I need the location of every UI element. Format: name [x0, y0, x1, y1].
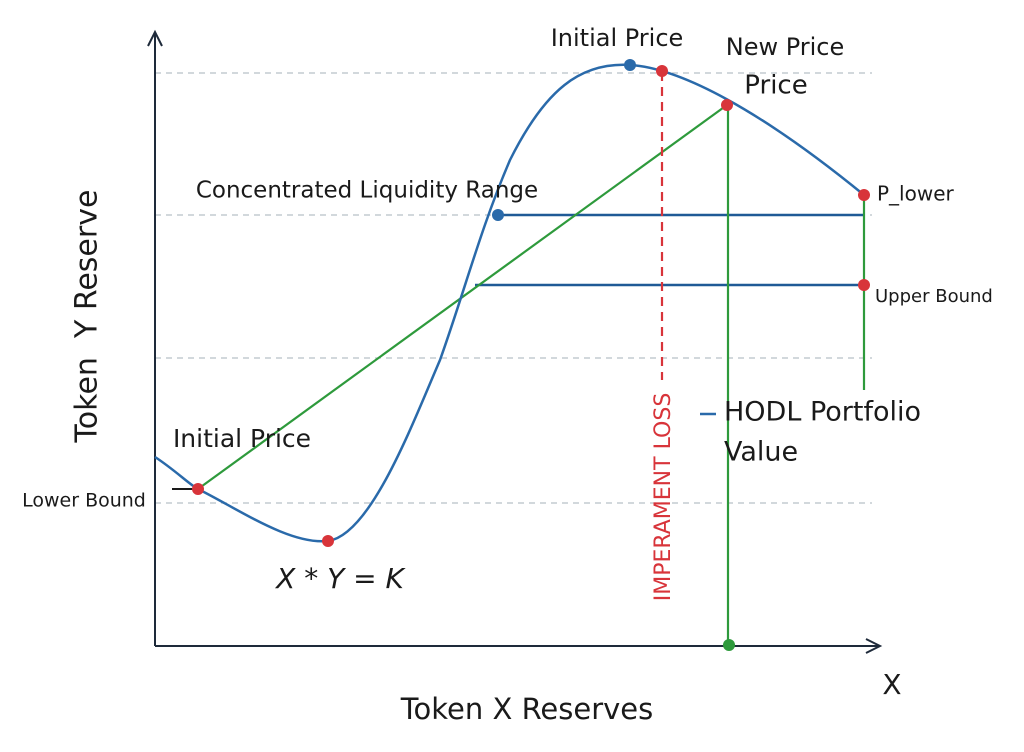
label: Lower Bound [22, 490, 146, 512]
label: New Price [726, 33, 845, 61]
label: HODL Portfolio [724, 397, 921, 428]
label: Initial Price [551, 24, 684, 52]
label: Initial Price [173, 424, 311, 453]
axes [147, 29, 883, 654]
label: IMPERAMENT LOSS [651, 393, 676, 602]
label: P_lower [877, 182, 955, 206]
axis-label: X [882, 668, 901, 701]
label: Concentrated Liquidity Range [196, 178, 538, 204]
label: Value [724, 437, 798, 468]
curve [154, 63, 865, 543]
green-lines [197, 104, 866, 646]
formula: X * Y = K [274, 562, 406, 595]
label: Upper Bound [875, 286, 993, 307]
axis-title: Token Y Reserve [70, 190, 105, 444]
axis-title: Token X Reserves [400, 692, 654, 726]
label: Price [744, 71, 807, 101]
points [192, 59, 870, 651]
